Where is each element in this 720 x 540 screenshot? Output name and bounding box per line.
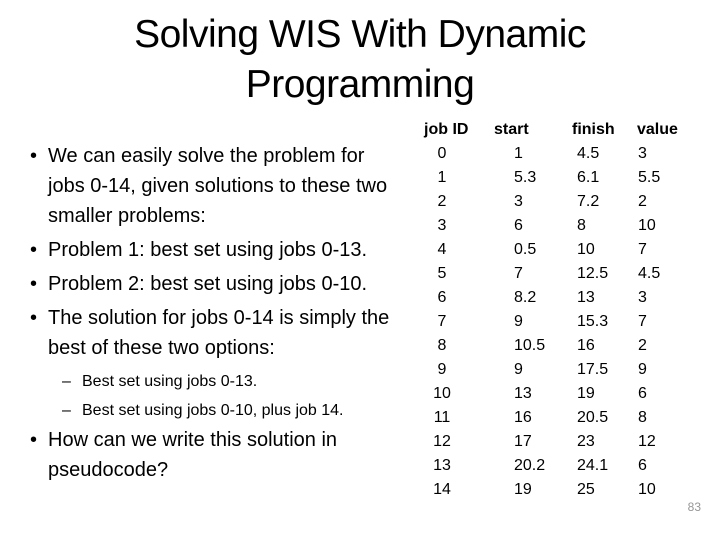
bullet-text: We can easily solve the problem for jobs… [48, 145, 388, 227]
sub-bullet-item: – Best set using jobs 0-13. [62, 367, 420, 396]
dash-marker: – [62, 402, 71, 419]
table-cell: 17 [514, 433, 532, 450]
dash-marker: – [62, 373, 71, 390]
table-cell: 20.2 [514, 457, 546, 474]
table-cell: 8 [437, 337, 447, 354]
table-cell: 19 [577, 385, 595, 402]
table-cell: 1 [514, 145, 523, 162]
table-cell: 5 [437, 265, 447, 282]
table-cell: 2 [638, 193, 647, 210]
table-cell: 14 [433, 481, 451, 498]
table-cell: 6 [514, 217, 523, 234]
table-cell: 6 [638, 457, 647, 474]
job-table: job ID start finish value 0 1 4.5 3 1 5.3 6.1 5.5 2 3… [422, 118, 695, 502]
column-header-value: value [637, 121, 678, 138]
table-cell: 2 [437, 193, 447, 210]
bullet-marker: • [30, 145, 38, 167]
table-cell: 9 [437, 361, 447, 378]
bullet-marker: • [30, 429, 38, 451]
table-cell: 6.1 [577, 169, 600, 186]
table-cell: 16 [577, 337, 595, 354]
bullet-marker: • [30, 307, 38, 329]
column-header-job-id: job ID [424, 121, 469, 138]
table-cell: 24.1 [577, 457, 609, 474]
page-number: 83 [687, 500, 701, 514]
bullet-text: Problem 1: best set using jobs 0-13. [48, 239, 368, 261]
slide-title-line2: Programming [245, 63, 475, 106]
table-cell: 12 [433, 433, 451, 450]
bullet-text: Best set using jobs 0-13. [82, 373, 258, 390]
table-cell: 13 [514, 385, 532, 402]
table-cell: 8 [638, 409, 647, 426]
table-cell: 3 [638, 145, 647, 162]
table-cell: 15.3 [577, 313, 609, 330]
table-cell: 11 [433, 409, 451, 426]
bullet-item: • We can easily solve the problem for job… [30, 141, 420, 231]
table-cell: 0 [437, 145, 447, 162]
table-cell: 7 [514, 265, 523, 282]
table-cell: 2 [638, 337, 647, 354]
table-cell: 12 [638, 433, 656, 450]
table-cell: 6 [437, 289, 447, 306]
table-cell: 10 [638, 481, 656, 498]
table-cell: 7 [437, 313, 447, 330]
bullet-text: Problem 2: best set using jobs 0-10. [48, 273, 368, 295]
table-cell: 10 [577, 241, 595, 258]
table-cell: 8.2 [514, 289, 537, 306]
table-cell: 17.5 [577, 361, 609, 378]
table-cell: 10 [433, 385, 451, 402]
table-cell: 3 [638, 289, 647, 306]
bullet-text: How can we write this solution in pseudo… [48, 429, 338, 481]
table-cell: 3 [437, 217, 447, 234]
table-cell: 7 [638, 241, 647, 258]
table-cell: 1 [437, 169, 447, 186]
table-cell: 13 [433, 457, 451, 474]
table-cell: 9 [514, 313, 523, 330]
table-cell: 7 [638, 313, 647, 330]
bullet-item: • How can we write this solution in pseud… [30, 425, 420, 485]
bullet-item: • Problem 1: best set using jobs 0-13. [30, 235, 420, 265]
bullet-marker: • [30, 273, 38, 295]
bullet-item: • The solution for jobs 0-14 is simply th… [30, 303, 420, 363]
table-cell: 5.3 [514, 169, 537, 186]
table-cell: 23 [577, 433, 595, 450]
bullet-list: • We can easily solve the problem for job… [30, 141, 420, 489]
column-header-start: start [494, 121, 529, 138]
table-cell: 7.2 [577, 193, 600, 210]
table-cell: 8 [577, 217, 586, 234]
sub-bullet-item: – Best set using jobs 0-10, plus job 14. [62, 396, 420, 425]
table-cell: 0.5 [514, 241, 537, 258]
bullet-text: Best set using jobs 0-10, plus job 14. [82, 402, 344, 419]
table-cell: 9 [514, 361, 523, 378]
bullet-item: • Problem 2: best set using jobs 0-10. [30, 269, 420, 299]
slide-title-line1: Solving WIS With Dynamic [134, 13, 586, 56]
table-cell: 4 [437, 241, 447, 258]
table-cell: 6 [638, 385, 647, 402]
table-cell: 4.5 [638, 265, 661, 282]
table-cell: 20.5 [577, 409, 609, 426]
bullet-text: The solution for jobs 0-14 is simply the… [48, 307, 390, 359]
slide-title: Solving WIS With Dynamic Programming [0, 10, 720, 110]
table-cell: 5.5 [638, 169, 661, 186]
table-cell: 10.5 [514, 337, 546, 354]
bullet-marker: • [30, 239, 38, 261]
table-cell: 9 [638, 361, 647, 378]
table-cell: 16 [514, 409, 532, 426]
table-cell: 10 [638, 217, 656, 234]
table-cell: 3 [514, 193, 523, 210]
table-cell: 12.5 [577, 265, 609, 282]
table-cell: 25 [577, 481, 595, 498]
table-cell: 13 [577, 289, 595, 306]
table-cell: 19 [514, 481, 532, 498]
table-cell: 4.5 [577, 145, 600, 162]
column-header-finish: finish [572, 121, 615, 138]
